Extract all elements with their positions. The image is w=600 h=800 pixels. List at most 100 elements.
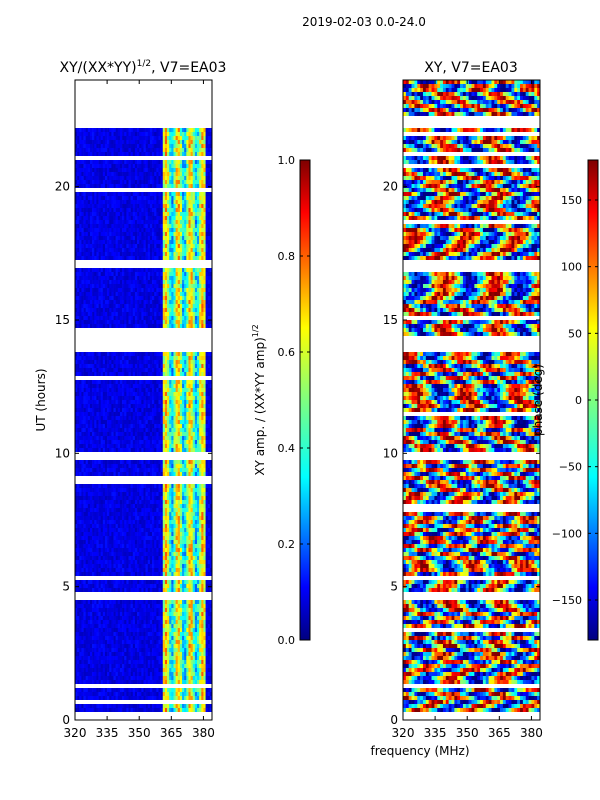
amplitude-cell bbox=[85, 492, 89, 497]
amplitude-cell bbox=[128, 388, 131, 393]
amplitude-cell bbox=[154, 192, 157, 197]
amplitude-cell bbox=[137, 304, 140, 309]
amplitude-cell bbox=[209, 244, 212, 249]
amplitude-cell bbox=[197, 304, 200, 309]
amplitude-cell bbox=[143, 364, 146, 369]
amplitude-cell bbox=[184, 472, 187, 477]
amplitude-cell bbox=[137, 140, 140, 145]
amplitude-cell bbox=[197, 144, 200, 149]
amplitude-cell bbox=[175, 248, 179, 253]
amplitude-cell bbox=[184, 216, 187, 221]
amplitude-cell bbox=[134, 160, 138, 165]
amplitude-cell bbox=[87, 272, 91, 277]
amplitude-cell bbox=[158, 212, 161, 217]
amplitude-cell bbox=[85, 128, 89, 133]
amplitude-cell bbox=[83, 280, 87, 285]
amplitude-cell bbox=[115, 208, 119, 213]
amplitude-cell bbox=[149, 204, 153, 209]
amplitude-cell bbox=[192, 320, 196, 325]
amplitude-cell bbox=[203, 216, 206, 221]
amplitude-cell bbox=[164, 128, 168, 133]
amplitude-cell bbox=[117, 380, 121, 385]
amplitude-cell bbox=[188, 324, 191, 329]
amplitude-cell bbox=[162, 204, 166, 209]
amplitude-cell bbox=[152, 400, 155, 405]
amplitude-cell bbox=[192, 204, 196, 209]
amplitude-cell bbox=[192, 428, 196, 433]
amplitude-cell bbox=[207, 176, 211, 181]
amplitude-cell bbox=[188, 404, 191, 409]
amplitude-cell bbox=[94, 408, 97, 413]
amplitude-cell bbox=[147, 172, 151, 177]
amplitude-cell bbox=[85, 356, 89, 361]
amplitude-cell bbox=[182, 224, 185, 229]
amplitude-cell bbox=[184, 232, 187, 237]
amplitude-cell bbox=[117, 240, 121, 245]
amplitude-cell bbox=[154, 400, 157, 405]
amplitude-cell bbox=[182, 216, 185, 221]
amplitude-cell bbox=[77, 144, 80, 149]
amplitude-cell bbox=[89, 132, 93, 137]
amplitude-cell bbox=[104, 496, 108, 501]
amplitude-cell bbox=[162, 488, 166, 493]
amplitude-cell bbox=[87, 280, 91, 285]
amplitude-cell bbox=[149, 300, 153, 305]
amplitude-cell bbox=[192, 368, 196, 373]
amplitude-cell bbox=[184, 372, 187, 377]
amplitude-cell bbox=[89, 140, 93, 145]
amplitude-cell bbox=[207, 192, 211, 197]
amplitude-cell bbox=[113, 428, 116, 433]
amplitude-cell bbox=[137, 152, 140, 157]
amplitude-cell bbox=[156, 164, 159, 169]
amplitude-cell bbox=[192, 464, 196, 469]
amplitude-cell bbox=[111, 356, 114, 361]
amplitude-cell bbox=[124, 168, 127, 173]
amplitude-cell bbox=[154, 288, 157, 293]
amplitude-cell bbox=[83, 324, 87, 329]
amplitude-cell bbox=[164, 136, 168, 141]
amplitude-cell bbox=[152, 192, 155, 197]
amplitude-cell bbox=[152, 292, 155, 297]
amplitude-cell bbox=[164, 236, 168, 241]
amplitude-cell bbox=[194, 136, 198, 141]
amplitude-cell bbox=[173, 420, 176, 425]
amplitude-cell bbox=[162, 300, 166, 305]
amplitude-cell bbox=[143, 444, 146, 449]
amplitude-cell bbox=[143, 488, 146, 493]
amplitude-cell bbox=[117, 252, 121, 257]
amplitude-cell bbox=[77, 320, 80, 325]
amplitude-cell bbox=[145, 172, 149, 177]
amplitude-cell bbox=[124, 324, 127, 329]
amplitude-cell bbox=[143, 392, 146, 397]
amplitude-cell bbox=[137, 488, 140, 493]
amplitude-cell bbox=[175, 300, 179, 305]
amplitude-cell bbox=[134, 368, 138, 373]
amplitude-cell bbox=[145, 180, 149, 185]
amplitude-cell bbox=[124, 392, 127, 397]
amplitude-cell bbox=[207, 448, 211, 453]
amplitude-cell bbox=[209, 312, 212, 317]
amplitude-cell bbox=[158, 440, 161, 445]
amplitude-cell bbox=[141, 396, 144, 401]
amplitude-cell bbox=[83, 228, 87, 233]
amplitude-cell bbox=[107, 168, 110, 173]
amplitude-cell bbox=[104, 472, 108, 477]
amplitude-cell bbox=[173, 164, 176, 169]
amplitude-cell bbox=[94, 136, 97, 141]
amplitude-cell bbox=[182, 184, 185, 189]
amplitude-cell bbox=[119, 276, 123, 281]
amplitude-cell bbox=[98, 228, 101, 233]
amplitude-cell bbox=[115, 176, 119, 181]
amplitude-cell bbox=[203, 176, 206, 181]
amplitude-cell bbox=[179, 288, 183, 293]
amplitude-cell bbox=[117, 284, 121, 289]
amplitude-cell bbox=[154, 496, 157, 501]
amplitude-cell bbox=[199, 472, 202, 477]
amplitude-cell bbox=[75, 496, 78, 501]
amplitude-cell bbox=[124, 464, 127, 469]
amplitude-cell bbox=[119, 284, 123, 289]
amplitude-cell bbox=[203, 396, 206, 401]
amplitude-cell bbox=[75, 404, 78, 409]
amplitude-cell bbox=[197, 220, 200, 225]
amplitude-cell bbox=[199, 204, 202, 209]
